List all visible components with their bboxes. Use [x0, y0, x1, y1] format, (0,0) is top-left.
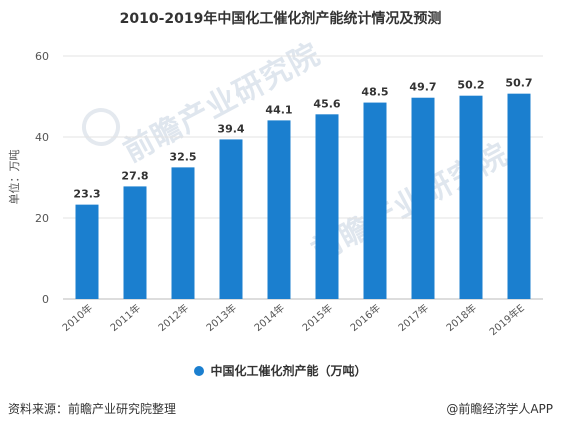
data-label: 49.7	[409, 81, 436, 94]
x-tick-label: 2015年	[299, 301, 335, 334]
data-label: 50.7	[505, 77, 532, 90]
bar	[459, 95, 483, 299]
y-tick-label: 20	[35, 212, 49, 225]
legend-marker	[194, 366, 205, 376]
bar	[219, 139, 243, 299]
bar	[315, 114, 339, 299]
x-tick-label: 2010年	[59, 301, 95, 334]
y-tick-label: 0	[42, 293, 49, 306]
bar-chart: 0 20 40 60 单位：万吨 23.3 27.8 32.5 39.4 44.1 45.6 48…	[7, 50, 543, 338]
bar	[267, 120, 291, 300]
bar	[507, 93, 531, 299]
data-label: 50.2	[457, 79, 484, 92]
data-label: 32.5	[169, 150, 196, 163]
bar	[75, 204, 99, 299]
y-axis-ticks: 0 20 40 60	[35, 50, 49, 306]
y-tick-label: 40	[35, 131, 49, 144]
x-tick-label: 2019年E	[487, 301, 527, 338]
brand-credit: @前瞻经济学人APP	[446, 402, 553, 416]
x-tick-label: 2017年	[395, 301, 431, 334]
source-note: 资料来源：前瞻产业研究院整理	[8, 402, 177, 416]
data-label: 23.3	[73, 188, 100, 201]
footer: 资料来源：前瞻产业研究院整理 @前瞻经济学人APP	[8, 400, 553, 420]
data-label: 44.1	[265, 103, 292, 116]
data-label: 39.4	[217, 122, 244, 135]
data-label: 48.5	[361, 86, 388, 99]
y-axis-label: 单位：万吨	[7, 150, 21, 205]
legend: 中国化工催化剂产能（万吨）	[0, 362, 561, 379]
bar	[123, 186, 147, 299]
y-tick-label: 60	[35, 50, 49, 63]
data-label: 45.6	[313, 97, 340, 110]
x-axis-ticks: 2010年 2011年 2012年 2013年 2014年 2015年 2016年 2017年…	[59, 301, 527, 338]
x-tick-label: 2013年	[203, 301, 239, 334]
data-label: 27.8	[121, 169, 148, 182]
bar	[171, 167, 195, 299]
data-labels: 23.3 27.8 32.5 39.4 44.1 45.6 48.5 49.7 50.2 50.7	[73, 77, 532, 201]
x-tick-label: 2018年	[443, 301, 479, 334]
legend-label: 中国化工催化剂产能（万吨）	[210, 364, 367, 378]
chart-title: 2010-2019年中国化工催化剂产能统计情况及预测	[119, 11, 442, 27]
x-tick-label: 2014年	[251, 301, 287, 334]
x-tick-label: 2016年	[347, 301, 383, 334]
bar	[411, 97, 435, 299]
x-tick-label: 2012年	[155, 301, 191, 334]
bars	[75, 93, 531, 300]
x-tick-label: 2011年	[107, 301, 143, 334]
bar	[363, 102, 387, 299]
